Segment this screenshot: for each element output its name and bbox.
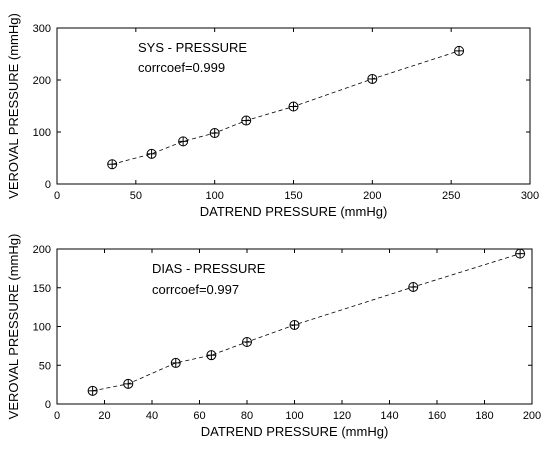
x-tick-label: 100 bbox=[205, 190, 223, 202]
data-point bbox=[408, 281, 419, 292]
y-tick-label: 200 bbox=[33, 244, 51, 256]
x-tick-label: 140 bbox=[380, 410, 398, 422]
x-tick-label: 180 bbox=[475, 410, 493, 422]
y-tick-label: 300 bbox=[33, 23, 51, 35]
x-tick-label: 40 bbox=[146, 410, 158, 422]
data-point bbox=[87, 385, 98, 396]
data-point bbox=[367, 73, 378, 84]
data-point bbox=[146, 148, 157, 159]
chart-annotation-title: SYS - PRESSURE bbox=[138, 40, 247, 55]
data-point bbox=[241, 115, 252, 126]
x-axis-label: DATREND PRESSURE (mmHg) bbox=[200, 204, 388, 219]
x-tick-label: 20 bbox=[98, 410, 110, 422]
data-point bbox=[288, 101, 299, 112]
x-tick-label: 300 bbox=[521, 190, 539, 202]
x-tick-label: 100 bbox=[285, 410, 303, 422]
y-tick-label: 100 bbox=[33, 127, 51, 139]
data-point bbox=[206, 350, 217, 361]
y-axis-label: VEROVAL PRESSURE (mmHg) bbox=[6, 13, 21, 199]
x-tick-label: 0 bbox=[54, 190, 60, 202]
sys-pressure-chart: 0 50 100 150 200 250 300 0 100 200 300 DATREND PRES… bbox=[6, 13, 539, 219]
chart-annotation-corrcoef: corrcoef=0.999 bbox=[138, 60, 225, 75]
y-axis-label: VEROVAL PRESSURE (mmHg) bbox=[6, 234, 21, 420]
data-point bbox=[289, 319, 300, 330]
y-tick-label: 200 bbox=[33, 75, 51, 87]
x-tick-label: 80 bbox=[241, 410, 253, 422]
dias-pressure-chart: 0 20 40 60 80 100 120 140 160 180 200 0 50 100 150 200 D… bbox=[6, 234, 541, 439]
y-tick-label: 0 bbox=[45, 399, 51, 411]
y-tick-label: 0 bbox=[45, 179, 51, 191]
x-axis-label: DATREND PRESSURE (mmHg) bbox=[201, 424, 389, 439]
data-point bbox=[107, 159, 118, 170]
series-line bbox=[112, 50, 460, 165]
x-tick-label: 160 bbox=[428, 410, 446, 422]
data-point bbox=[178, 136, 189, 147]
x-tick-label: 150 bbox=[284, 190, 302, 202]
series-line bbox=[92, 253, 521, 392]
x-tick-label: 60 bbox=[193, 410, 205, 422]
x-tick-label: 200 bbox=[523, 410, 541, 422]
data-point bbox=[170, 357, 181, 368]
data-point bbox=[454, 45, 465, 56]
x-tick-label: 120 bbox=[333, 410, 351, 422]
data-point bbox=[515, 248, 526, 259]
data-point bbox=[242, 337, 252, 347]
x-tick-label: 200 bbox=[363, 190, 381, 202]
chart-annotation-title: DIAS - PRESSURE bbox=[152, 261, 266, 276]
data-point bbox=[209, 128, 220, 139]
chart-annotation-corrcoef: corrcoef=0.997 bbox=[152, 282, 239, 297]
x-tick-label: 0 bbox=[54, 410, 60, 422]
data-point bbox=[123, 378, 134, 389]
y-tick-label: 100 bbox=[33, 322, 51, 334]
y-tick-label: 150 bbox=[33, 283, 51, 295]
y-tick-label: 50 bbox=[39, 360, 51, 372]
x-tick-label: 50 bbox=[130, 190, 142, 202]
x-tick-label: 250 bbox=[442, 190, 460, 202]
